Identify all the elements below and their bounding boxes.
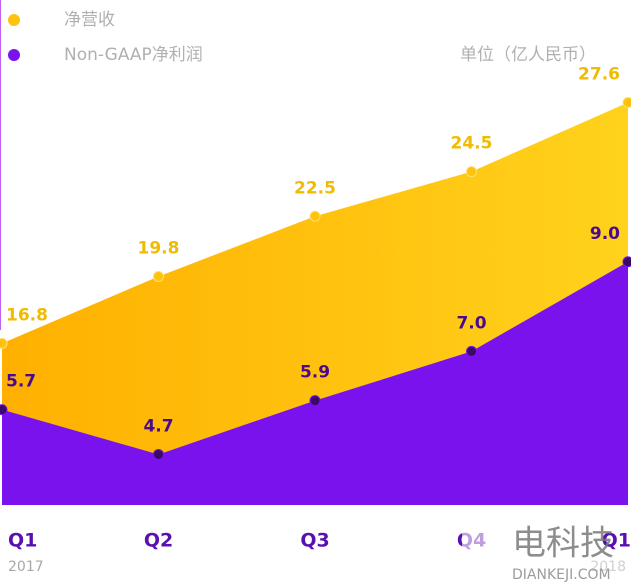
point — [466, 166, 477, 178]
point — [466, 345, 477, 357]
value-label: 27.6 — [578, 65, 620, 85]
point — [153, 448, 164, 460]
legend-marker — [8, 49, 20, 61]
watermark: 电科技 — [512, 524, 614, 564]
x-tick-label: Q3 — [300, 530, 329, 552]
point — [0, 337, 8, 349]
point — [0, 404, 8, 416]
value-label: 22.5 — [294, 178, 336, 198]
point — [622, 97, 631, 109]
legend-label: 净营收 — [64, 10, 115, 30]
point — [309, 210, 321, 222]
area — [2, 261, 628, 505]
value-label: 4.7 — [143, 416, 173, 436]
point — [622, 256, 631, 268]
year-label: 2018 — [590, 559, 626, 575]
value-label: 7.0 — [456, 313, 486, 333]
point — [153, 270, 164, 282]
value-label: 5.9 — [300, 363, 330, 383]
unit-label: 单位（亿人民币） — [460, 45, 596, 65]
watermark-logo — [462, 525, 502, 565]
value-label: 19.8 — [138, 238, 180, 258]
value-label: 5.7 — [6, 372, 36, 392]
value-label: 9.0 — [590, 224, 620, 244]
x-tick-label: Q1 — [602, 530, 631, 552]
legend-marker — [8, 14, 20, 26]
watermark-url: DIANKEJI.COM — [512, 567, 611, 583]
value-label: 24.5 — [451, 134, 493, 154]
legend-label: Non-GAAP净利润 — [64, 45, 203, 65]
point — [309, 395, 321, 407]
x-tick-label: Q2 — [144, 530, 173, 552]
value-label: 16.8 — [6, 305, 48, 325]
year-label: 2017 — [8, 559, 44, 575]
x-tick-label: Q1 — [8, 530, 37, 552]
